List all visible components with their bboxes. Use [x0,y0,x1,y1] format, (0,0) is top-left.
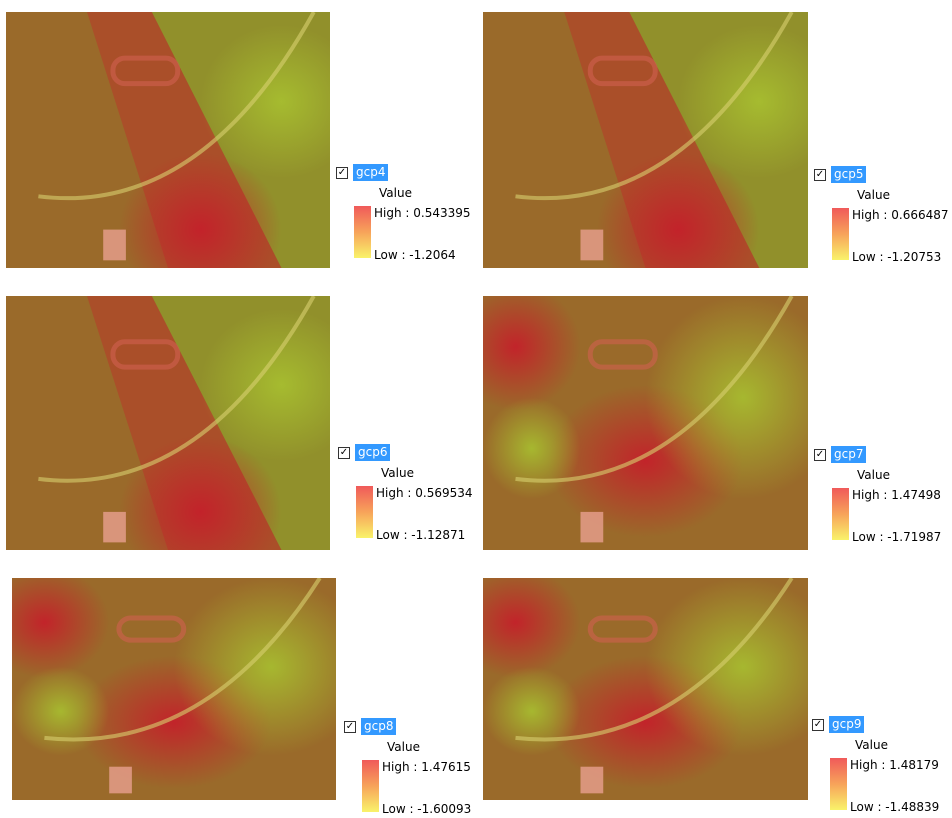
layer-name[interactable]: gcp9 [829,716,864,733]
field-name: Value [387,740,420,754]
layer-checkbox[interactable]: ✓ [814,449,826,461]
low-label: Low : -1.60093 [382,802,471,816]
color-ramp [354,206,371,258]
map-image [12,578,336,800]
layer-checkbox[interactable]: ✓ [344,721,356,733]
figure: ✓ gcp4 Value High : 0.543395 Low : -1.2064 ✓ g… [0,0,952,818]
color-ramp [356,486,373,538]
field-name: Value [381,466,414,480]
color-ramp [832,208,849,260]
low-label: Low : -1.2064 [374,248,456,262]
high-label: High : 1.48179 [850,758,939,772]
low-label: Low : -1.48839 [850,800,939,814]
high-label: High : 0.543395 [374,206,471,220]
low-label: Low : -1.71987 [852,530,941,544]
map-image [483,578,808,800]
map-image [6,296,330,550]
layer-checkbox[interactable]: ✓ [338,447,350,459]
field-name: Value [855,738,888,752]
color-ramp [830,758,847,810]
low-label: Low : -1.20753 [852,250,941,264]
layer-name[interactable]: gcp8 [361,718,396,735]
map-image [483,12,808,268]
layer-checkbox[interactable]: ✓ [336,167,348,179]
map-image [6,12,330,268]
high-label: High : 0.569534 [376,486,473,500]
color-ramp [832,488,849,540]
color-ramp [362,760,379,812]
high-label: High : 1.47615 [382,760,471,774]
field-name: Value [857,188,890,202]
map-image [483,296,808,550]
layer-name[interactable]: gcp6 [355,444,390,461]
layer-name[interactable]: gcp7 [831,446,866,463]
low-label: Low : -1.12871 [376,528,465,542]
field-name: Value [379,186,412,200]
high-label: High : 0.666487 [852,208,949,222]
layer-checkbox[interactable]: ✓ [812,719,824,731]
field-name: Value [857,468,890,482]
layer-checkbox[interactable]: ✓ [814,169,826,181]
layer-name[interactable]: gcp5 [831,166,866,183]
layer-name[interactable]: gcp4 [353,164,388,181]
high-label: High : 1.47498 [852,488,941,502]
